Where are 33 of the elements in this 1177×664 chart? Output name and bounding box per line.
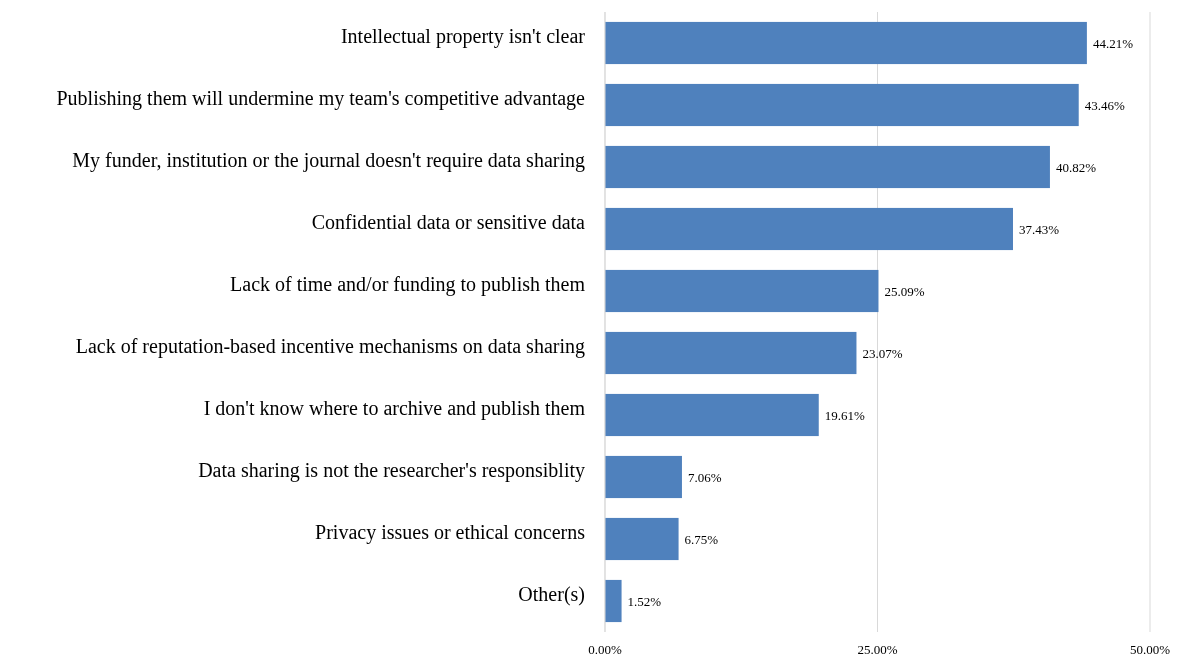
y-tick-label: My funder, institution or the journal doesn't require data sharing xyxy=(72,149,585,172)
bar xyxy=(605,517,679,561)
data-label: 37.43% xyxy=(1018,221,1060,237)
x-tick-label: 50.00% xyxy=(1129,642,1171,657)
data-label: 44.21% xyxy=(1092,35,1134,51)
y-tick-label: Publishing them will undermine my team's competitive advantage xyxy=(56,87,586,110)
data-label: 7.06% xyxy=(687,469,722,485)
data-label: 1.52% xyxy=(627,593,662,609)
bar xyxy=(605,83,1079,127)
y-tick-label: Data sharing is not the researcher's responsiblity xyxy=(198,459,585,482)
data-label: 6.75% xyxy=(684,531,719,547)
y-tick-label: Lack of reputation-based incentive mechanisms on data sharing xyxy=(75,335,585,358)
bar xyxy=(605,331,857,375)
y-tick-label: Other(s) xyxy=(518,583,585,606)
x-tick-label: 25.00% xyxy=(857,642,898,657)
data-label: 40.82% xyxy=(1055,159,1097,175)
data-label: 23.07% xyxy=(862,345,903,361)
bar xyxy=(605,207,1013,251)
data-label: 25.09% xyxy=(884,283,925,299)
y-tick-label: I don't know where to archive and publish them xyxy=(203,397,586,420)
y-tick-label: Intellectual property isn't clear xyxy=(340,25,586,48)
x-tick-label: 0.00% xyxy=(588,642,622,657)
bar xyxy=(605,269,879,313)
y-tick-label: Lack of time and/or funding to publish them xyxy=(230,273,586,296)
y-tick-label: Confidential data or sensitive data xyxy=(311,211,586,233)
data-label: 43.46% xyxy=(1084,97,1125,113)
data-label: 19.61% xyxy=(824,407,865,423)
bar xyxy=(605,21,1087,65)
bar xyxy=(605,455,682,499)
bar xyxy=(605,393,819,437)
bar xyxy=(605,145,1050,189)
bar xyxy=(605,579,622,623)
y-tick-label: Privacy issues or ethical concerns xyxy=(315,521,586,544)
